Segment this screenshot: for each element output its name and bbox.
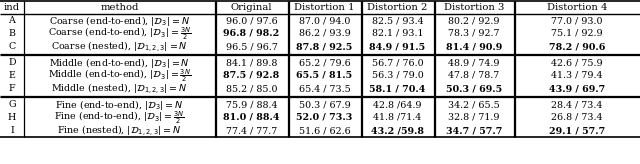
Text: 48.9 / 74.9: 48.9 / 74.9	[448, 58, 500, 67]
Text: G: G	[8, 100, 16, 109]
Text: 84.1 / 89.8: 84.1 / 89.8	[226, 58, 277, 67]
Text: 56.7 / 76.0: 56.7 / 76.0	[372, 58, 423, 67]
Text: method: method	[100, 3, 139, 12]
Text: 56.3 / 79.0: 56.3 / 79.0	[372, 71, 424, 80]
Text: 58.1 / 70.4: 58.1 / 70.4	[369, 84, 426, 93]
Text: 96.0 / 97.6: 96.0 / 97.6	[226, 16, 277, 25]
Text: Distortion 2: Distortion 2	[367, 3, 428, 12]
Text: 87.5 / 92.8: 87.5 / 92.8	[223, 71, 280, 80]
Text: 28.4 / 73.4: 28.4 / 73.4	[551, 100, 603, 109]
Text: C: C	[8, 42, 15, 51]
Text: 42.6 / 75.9: 42.6 / 75.9	[551, 58, 603, 67]
Text: 50.3 / 69.5: 50.3 / 69.5	[446, 84, 502, 93]
Text: 32.8 / 71.9: 32.8 / 71.9	[448, 113, 500, 122]
Text: H: H	[8, 113, 16, 122]
Text: 78.2 / 90.6: 78.2 / 90.6	[549, 42, 605, 51]
Text: 86.2 / 93.9: 86.2 / 93.9	[299, 29, 350, 38]
Text: A: A	[8, 16, 15, 25]
Text: 77.0 / 93.0: 77.0 / 93.0	[551, 16, 603, 25]
Text: ind: ind	[4, 3, 20, 12]
Text: 81.0 / 88.4: 81.0 / 88.4	[223, 113, 280, 122]
Text: Original: Original	[231, 3, 272, 12]
Text: Fine (end-to-end), $|\mathcal{D}_3|= N$: Fine (end-to-end), $|\mathcal{D}_3|= N$	[55, 98, 184, 112]
Text: 82.1 / 93.1: 82.1 / 93.1	[372, 29, 423, 38]
Text: 51.6 / 62.6: 51.6 / 62.6	[299, 126, 350, 135]
Text: 96.5 / 96.7: 96.5 / 96.7	[225, 42, 277, 51]
Text: 34.7 / 57.7: 34.7 / 57.7	[446, 126, 502, 135]
Text: 80.2 / 92.9: 80.2 / 92.9	[448, 16, 500, 25]
Text: 26.8 / 73.4: 26.8 / 73.4	[551, 113, 603, 122]
Text: Coarse (end-to-end), $|\mathcal{D}_3|= N$: Coarse (end-to-end), $|\mathcal{D}_3|= N…	[49, 13, 190, 28]
Text: 43.9 / 69.7: 43.9 / 69.7	[549, 84, 605, 93]
Text: 77.4 / 77.7: 77.4 / 77.7	[226, 126, 277, 135]
Text: Middle (end-to-end), $|\mathcal{D}_3|= \frac{3N}{2}$: Middle (end-to-end), $|\mathcal{D}_3|= \…	[48, 67, 191, 84]
Text: B: B	[8, 29, 15, 38]
Text: 29.1 / 57.7: 29.1 / 57.7	[549, 126, 605, 135]
Text: Coarse (end-to-end), $|\mathcal{D}_3|= \frac{3N}{2}$: Coarse (end-to-end), $|\mathcal{D}_3|= \…	[48, 25, 191, 42]
Text: Middle (end-to-end), $|\mathcal{D}_3|= N$: Middle (end-to-end), $|\mathcal{D}_3|= N…	[49, 55, 190, 70]
Text: 43.2 /59.8: 43.2 /59.8	[371, 126, 424, 135]
Text: 87.8 / 92.5: 87.8 / 92.5	[296, 42, 353, 51]
Text: 41.3 / 79.4: 41.3 / 79.4	[551, 71, 603, 80]
Text: Distortion 4: Distortion 4	[547, 3, 607, 12]
Text: Distortion 3: Distortion 3	[444, 3, 504, 12]
Text: 96.8 / 98.2: 96.8 / 98.2	[223, 29, 280, 38]
Text: 65.5 / 81.5: 65.5 / 81.5	[296, 71, 353, 80]
Text: 42.8 /64.9: 42.8 /64.9	[373, 100, 422, 109]
Text: I: I	[10, 126, 14, 135]
Text: E: E	[8, 71, 15, 80]
Text: 84.9 / 91.5: 84.9 / 91.5	[369, 42, 426, 51]
Text: 50.3 / 67.9: 50.3 / 67.9	[299, 100, 350, 109]
Text: Coarse (nested), $|\mathcal{D}_{1,2,3}|= N$: Coarse (nested), $|\mathcal{D}_{1,2,3}|=…	[51, 39, 188, 54]
Text: 78.3 / 92.7: 78.3 / 92.7	[448, 29, 500, 38]
Text: 75.1 / 92.9: 75.1 / 92.9	[551, 29, 603, 38]
Text: 75.9 / 88.4: 75.9 / 88.4	[226, 100, 277, 109]
Text: Middle (nested), $|\mathcal{D}_{1,2,3}|= N$: Middle (nested), $|\mathcal{D}_{1,2,3}|=…	[51, 81, 188, 96]
Text: 34.2 / 65.5: 34.2 / 65.5	[448, 100, 500, 109]
Text: Fine (nested), $|\mathcal{D}_{1,2,3}|= N$: Fine (nested), $|\mathcal{D}_{1,2,3}|= N…	[58, 123, 182, 138]
Text: F: F	[9, 84, 15, 93]
Text: 85.2 / 85.0: 85.2 / 85.0	[226, 84, 277, 93]
Text: 81.4 / 90.9: 81.4 / 90.9	[446, 42, 502, 51]
Text: Distortion 1: Distortion 1	[294, 3, 355, 12]
Text: 65.4 / 73.5: 65.4 / 73.5	[299, 84, 350, 93]
Text: D: D	[8, 58, 16, 67]
Text: 65.2 / 79.6: 65.2 / 79.6	[299, 58, 350, 67]
Text: 82.5 / 93.4: 82.5 / 93.4	[372, 16, 423, 25]
Text: 52.0 / 73.3: 52.0 / 73.3	[296, 113, 353, 122]
Text: 41.8 /71.4: 41.8 /71.4	[373, 113, 422, 122]
Text: 87.0 / 94.0: 87.0 / 94.0	[299, 16, 350, 25]
Text: 47.8 / 78.7: 47.8 / 78.7	[449, 71, 500, 80]
Text: Fine (end-to-end), $|\mathcal{D}_3|= \frac{3N}{2}$: Fine (end-to-end), $|\mathcal{D}_3|= \fr…	[54, 109, 185, 126]
